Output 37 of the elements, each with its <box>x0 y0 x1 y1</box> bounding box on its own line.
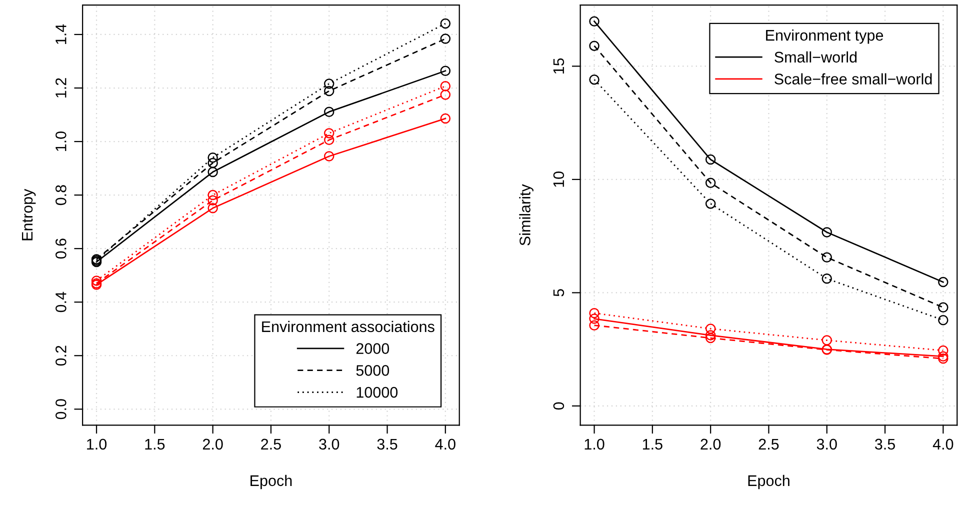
legend-label: 5000 <box>356 365 390 376</box>
x-tick-label: 1.0 <box>87 438 107 450</box>
x-tick-label: 2.0 <box>202 438 223 450</box>
y-tick-label: 0.8 <box>56 185 66 206</box>
x-tick-label: 3.0 <box>816 438 837 450</box>
legend-label: Small−world <box>774 51 857 63</box>
y-tick-label: 0.4 <box>56 292 66 312</box>
x-tick-label: 2.5 <box>758 438 779 450</box>
y-tick-label: 1.4 <box>56 24 66 44</box>
y-axis-title: Entropy <box>22 188 36 240</box>
x-tick-label: 1.5 <box>642 438 662 450</box>
legend-title: Environment associations <box>262 320 434 332</box>
y-tick-label: 5 <box>553 289 564 296</box>
x-tick-label: 1.0 <box>584 438 604 450</box>
x-tick-label: 3.5 <box>377 438 398 450</box>
y-tick-label: 0 <box>553 402 564 410</box>
legend-label: 10000 <box>356 386 398 398</box>
legend-label: 2000 <box>356 343 390 354</box>
y-tick-label: 1.0 <box>56 132 66 151</box>
legend-label: Scale−free small−world <box>774 73 932 84</box>
x-tick-label: 2.0 <box>700 438 721 450</box>
x-tick-label: 3.0 <box>319 438 340 450</box>
x-tick-label: 1.5 <box>145 438 165 450</box>
y-tick-label: 10 <box>553 172 564 187</box>
y-tick-label: 0.0 <box>56 399 66 420</box>
x-tick-label: 4.0 <box>435 438 456 450</box>
y-tick-label: 1.2 <box>56 78 66 98</box>
legend-title: Environment type <box>766 29 884 44</box>
y-tick-label: 0.2 <box>56 346 66 366</box>
x-tick-label: 3.5 <box>874 438 895 450</box>
x-axis-title: Epoch <box>748 474 790 490</box>
x-tick-label: 4.0 <box>932 438 954 450</box>
y-axis-title: Similarity <box>519 184 534 246</box>
x-tick-label: 2.5 <box>261 438 281 450</box>
x-axis-title: Epoch <box>250 474 292 490</box>
y-tick-label: 15 <box>553 58 564 74</box>
y-tick-label: 0.6 <box>56 238 66 259</box>
